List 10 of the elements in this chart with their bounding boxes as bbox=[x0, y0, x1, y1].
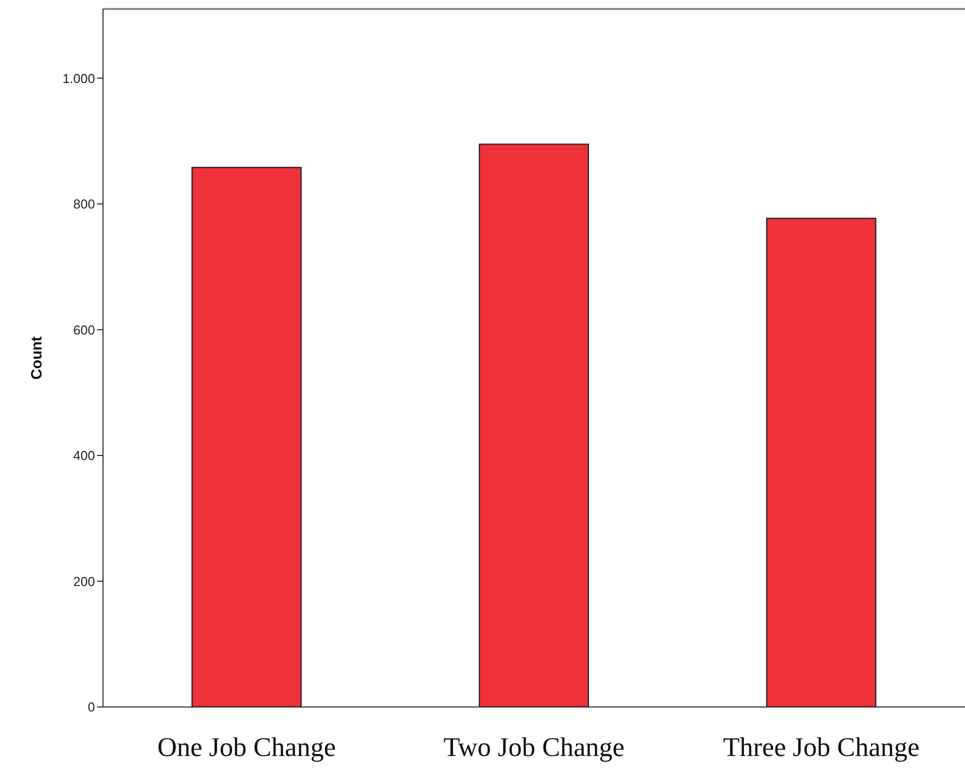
y-axis-title: Count bbox=[28, 336, 46, 380]
y-tick-label: 600 bbox=[73, 322, 95, 338]
y-tick-label: 0 bbox=[88, 700, 95, 715]
x-tick-label: One Job Change bbox=[157, 732, 336, 762]
y-tick-label: 1.000 bbox=[62, 70, 95, 86]
y-tick-label: 800 bbox=[73, 196, 95, 212]
y-tick-label: 400 bbox=[73, 448, 95, 464]
y-tick-label: 200 bbox=[73, 574, 95, 589]
x-tick-label: Two Job Change bbox=[443, 732, 625, 762]
x-tick-label: Three Job Change bbox=[723, 732, 920, 762]
